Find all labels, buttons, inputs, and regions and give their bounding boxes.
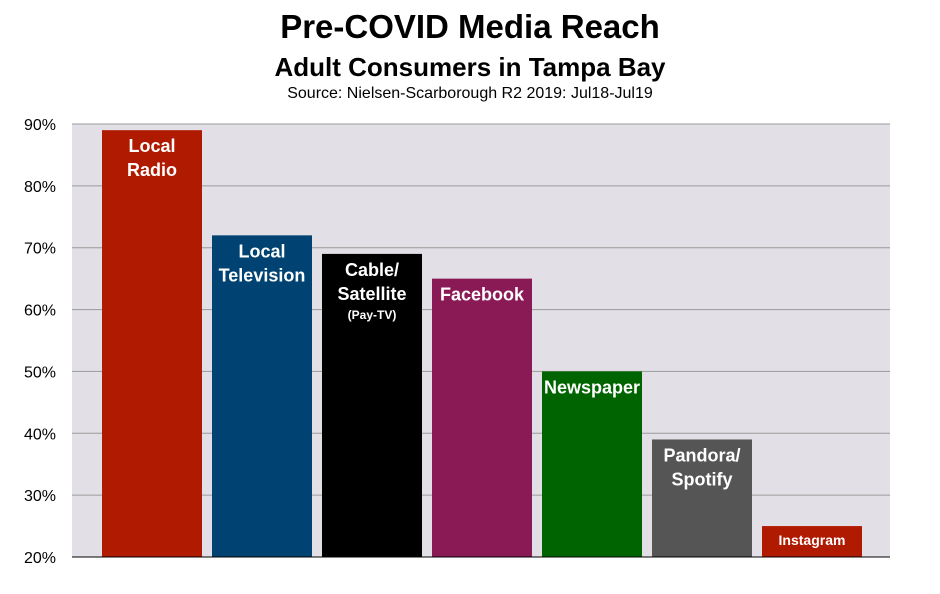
bar-label: Facebook [440, 285, 525, 305]
bar-label: (Pay-TV) [348, 308, 397, 322]
bar-label: Television [219, 265, 306, 285]
bar [212, 235, 312, 558]
y-tick-label: 30% [24, 488, 56, 505]
bar-label: Newspaper [544, 377, 640, 397]
y-tick-label: 20% [24, 550, 56, 567]
bar [102, 130, 202, 557]
bar [432, 278, 532, 557]
bar-label: Satellite [337, 284, 406, 304]
y-tick-label: 40% [24, 426, 56, 443]
bar [322, 253, 422, 557]
bar [762, 526, 862, 557]
bar-label: Spotify [672, 469, 733, 489]
chart-title: Pre-COVID Media Reach [280, 8, 660, 45]
chart-subtitle: Adult Consumers in Tampa Bay [274, 52, 666, 82]
bar-label: Local [128, 136, 175, 156]
y-tick-label: 80% [24, 179, 56, 196]
bar-label: Pandora/ [663, 445, 740, 465]
bar-label: Local [238, 241, 285, 261]
bar [542, 371, 642, 557]
y-tick-label: 70% [24, 241, 56, 258]
y-tick-label: 90% [24, 117, 56, 134]
bar [652, 439, 752, 557]
y-tick-label: 60% [24, 303, 56, 320]
bar-label: Cable/ [345, 260, 399, 280]
bar-label: Instagram [779, 532, 846, 548]
bar-label: Radio [127, 160, 177, 180]
y-tick-label: 50% [24, 364, 56, 381]
chart-source: Source: Nielsen-Scarborough R2 2019: Jul… [287, 85, 653, 102]
